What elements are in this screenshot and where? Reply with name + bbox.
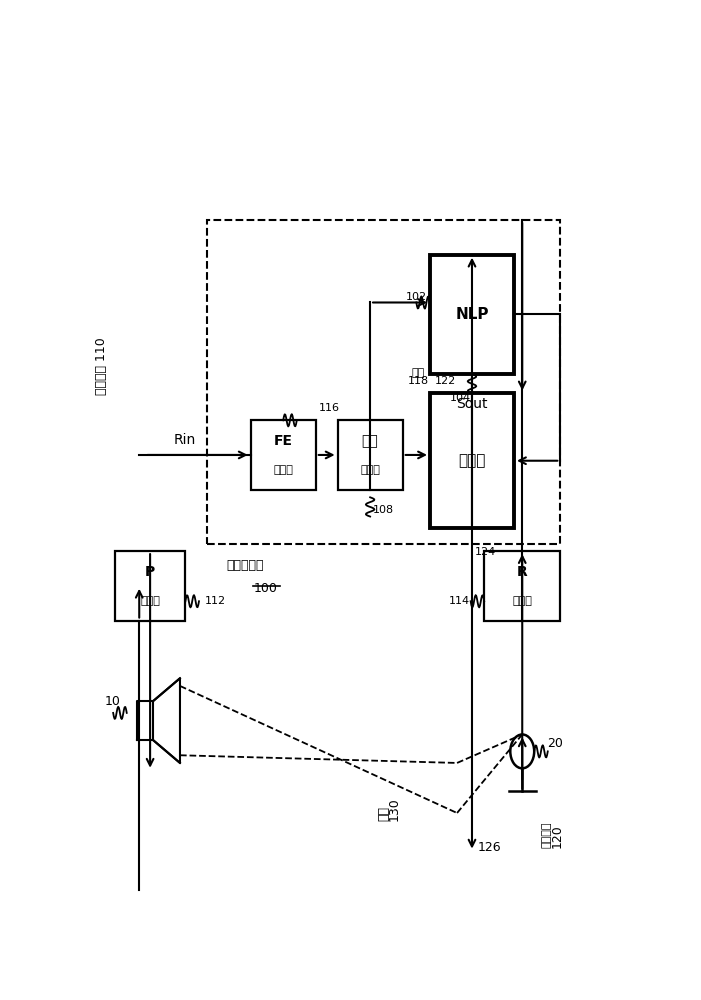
Text: 远端信号 110: 远端信号 110 <box>95 338 108 395</box>
Text: 信号: 信号 <box>411 368 424 378</box>
Text: 114: 114 <box>449 596 470 606</box>
Text: 缓冲区: 缓冲区 <box>140 596 160 606</box>
Text: 缓冲器: 缓冲器 <box>360 465 380 475</box>
Text: 130: 130 <box>388 797 401 821</box>
Text: 112: 112 <box>205 596 226 606</box>
Bar <box>338 420 403 490</box>
Text: 100: 100 <box>253 582 277 595</box>
Text: 104: 104 <box>450 393 471 403</box>
Text: Sout: Sout <box>456 397 488 411</box>
Polygon shape <box>153 678 180 763</box>
Text: 缓冲区: 缓冲区 <box>512 596 532 606</box>
Text: 116: 116 <box>318 403 339 413</box>
Text: 118: 118 <box>408 376 429 386</box>
Text: NLP: NLP <box>455 307 489 322</box>
Text: 124: 124 <box>475 547 496 557</box>
Bar <box>207 220 560 544</box>
Text: 缓冲区: 缓冲区 <box>273 465 293 475</box>
Text: 102: 102 <box>406 292 427 302</box>
Text: FE: FE <box>273 434 293 448</box>
Bar <box>484 551 560 620</box>
Text: 120: 120 <box>551 824 564 848</box>
Text: 回声抵消器: 回声抵消器 <box>226 559 264 572</box>
Text: Rin: Rin <box>174 433 196 447</box>
Text: 近端语音: 近端语音 <box>542 821 552 848</box>
Text: 成块: 成块 <box>362 434 379 448</box>
Text: 回声: 回声 <box>377 806 390 821</box>
Bar <box>115 551 185 620</box>
Bar <box>251 420 315 490</box>
Text: R: R <box>517 565 528 579</box>
Bar <box>430 393 514 528</box>
Text: 108: 108 <box>373 505 394 515</box>
Text: 122: 122 <box>435 376 456 386</box>
Bar <box>430 255 514 374</box>
Text: 20: 20 <box>547 737 563 750</box>
Text: 过滤器: 过滤器 <box>458 453 486 468</box>
Text: P: P <box>145 565 155 579</box>
Text: 10: 10 <box>104 695 121 708</box>
Text: 126: 126 <box>477 841 501 854</box>
Polygon shape <box>137 701 153 740</box>
